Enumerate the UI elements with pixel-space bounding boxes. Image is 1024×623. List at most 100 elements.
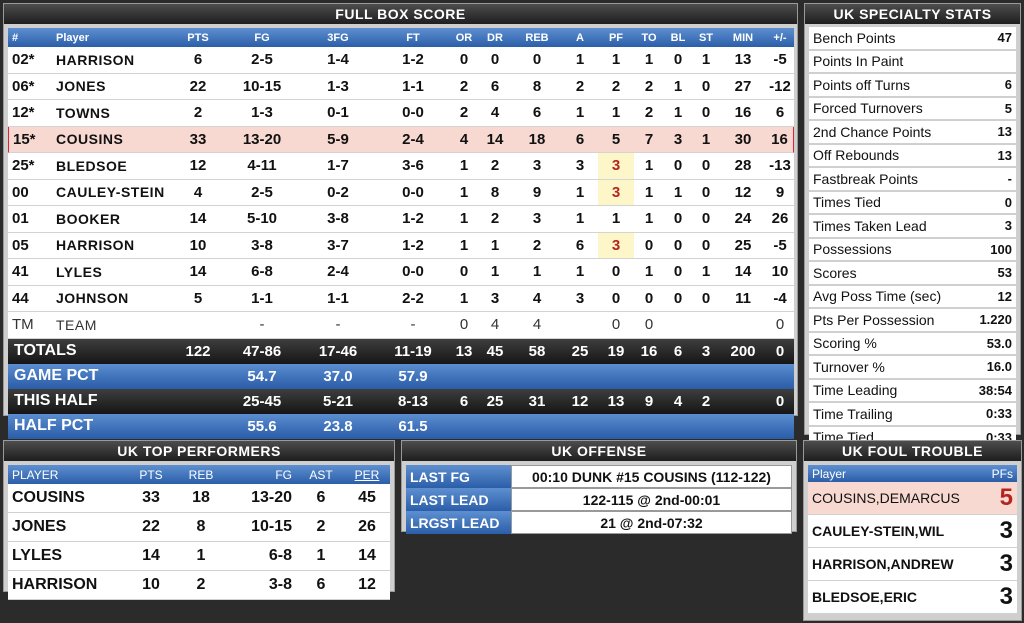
specialty-label: Times Taken Lead	[813, 217, 927, 234]
player-stat: 2	[562, 73, 598, 100]
specialty-label: Points In Paint	[813, 53, 904, 70]
player-stat: 24	[720, 206, 766, 233]
player-stat: 3	[478, 285, 512, 312]
foul-trouble-table: Player PFs COUSINS,DEMARCUS 5 CAULEY-STEIN…	[808, 465, 1017, 614]
player-stat: 0	[450, 259, 478, 286]
specialty-value: 5	[1004, 100, 1012, 116]
player-stat: -	[224, 312, 300, 339]
box-score-title: FULL BOX SCORE	[4, 4, 797, 24]
offense-value: 00:10 DUNK #15 COUSINS (112-122)	[511, 465, 792, 488]
player-stat: 4	[512, 285, 562, 312]
specialty-stats-list: Bench Points 47 Points In Paint Points off …	[805, 24, 1020, 449]
player-stat: 6-8	[224, 259, 300, 286]
offense-row: LAST LEAD 122-115 @ 2nd-00:01	[406, 488, 792, 511]
player-stat: 2	[450, 100, 478, 127]
specialty-row: Scores 53	[809, 262, 1016, 285]
player-stat: 0	[692, 206, 720, 233]
performer-stat: 10-15	[226, 513, 298, 542]
half-pct-row: HALF PCT 55.6 23.8 61.5	[8, 413, 794, 439]
offense-key: LAST FG	[406, 465, 511, 488]
player-row: 00 CAULEY-STEIN 4 2-5 0-2 0-0 1 8 9 1 3 1 1 0 12 9	[8, 179, 794, 206]
totals-row: TOTALS 122 47-86 17-46 11-19 13 45 58 25…	[8, 338, 794, 364]
player-row: 01 BOOKER 14 5-10 3-8 1-2 1 2 3 1 1 1 0 0 24 26	[8, 206, 794, 233]
performer-row: HARRISON 10 2 3-8 6 12	[8, 571, 390, 600]
player-stat: 6	[562, 232, 598, 259]
player-stat: 1-2	[376, 47, 450, 74]
player-stat: 5	[598, 126, 634, 153]
player-stat: 4-11	[224, 153, 300, 180]
this-half-value: 9	[634, 388, 664, 414]
specialty-row: 2nd Chance Points 13	[809, 121, 1016, 144]
col-header: +/-	[766, 28, 794, 47]
offense-value: 122-115 @ 2nd-00:01	[511, 488, 792, 511]
player-stat: 0	[692, 179, 720, 206]
performer-stat: 12	[344, 571, 390, 600]
player-stat: 18	[512, 126, 562, 153]
specialty-stats-panel: UK SPECIALTY STATS Bench Points 47 Points …	[804, 3, 1021, 449]
player-number: 15*	[8, 126, 44, 153]
player-name: COUSINS	[44, 126, 172, 153]
totals-value: 122	[172, 338, 224, 364]
player-stat: 22	[172, 73, 224, 100]
col-header: 3FG	[300, 28, 376, 47]
game-pct-label: GAME PCT	[8, 363, 172, 389]
col-header: A	[562, 28, 598, 47]
player-name: TEAM	[44, 312, 172, 339]
player-row: 06* JONES 22 10-15 1-3 1-1 2 6 8 2 2 2 1 0 27 -12	[8, 73, 794, 100]
player-stat: 12	[720, 179, 766, 206]
specialty-row: Turnover % 16.0	[809, 356, 1016, 379]
specialty-row: Pts Per Possession 1.220	[809, 309, 1016, 332]
player-stat: 1	[634, 153, 664, 180]
player-name: JOHNSON	[44, 285, 172, 312]
player-stat: 2-4	[376, 126, 450, 153]
performer-stat: 22	[126, 513, 176, 542]
specialty-row: Off Rebounds 13	[809, 144, 1016, 167]
totals-value: 200	[720, 338, 766, 364]
specialty-row: Time Leading 38:54	[809, 379, 1016, 402]
player-stat: 1	[562, 47, 598, 74]
performer-stat: 1	[176, 542, 226, 571]
player-number: 25*	[8, 153, 44, 180]
totals-value: 47-86	[224, 338, 300, 364]
foul-trouble-header-row: Player PFs	[808, 465, 1017, 482]
this-half-value: 13	[598, 388, 634, 414]
player-stat	[172, 312, 224, 339]
player-stat	[562, 312, 598, 339]
player-stat: 7	[634, 126, 664, 153]
foul-count: 3	[983, 548, 1017, 581]
player-number: 05	[8, 232, 44, 259]
player-number: 06*	[8, 73, 44, 100]
offense-row: LRGST LEAD 21 @ 2nd-07:32	[406, 511, 792, 534]
col-header: PF	[598, 28, 634, 47]
specialty-value: 47	[997, 30, 1012, 46]
this-half-value: 12	[562, 388, 598, 414]
player-number: 01	[8, 206, 44, 233]
specialty-row: Possessions 100	[809, 238, 1016, 261]
performer-stat: 14	[344, 542, 390, 571]
totals-value: 3	[692, 338, 720, 364]
performer-stat: 8	[176, 513, 226, 542]
col-header: REB	[512, 28, 562, 47]
performer-stat: 6-8	[226, 542, 298, 571]
player-stat: 0	[692, 285, 720, 312]
player-stat: 4	[478, 100, 512, 127]
player-stat: 0	[664, 206, 692, 233]
player-stat: 1	[450, 285, 478, 312]
this-half-value: 25-45	[224, 388, 300, 414]
specialty-row: Times Tied 0	[809, 191, 1016, 214]
totals-value: 11-19	[376, 338, 450, 364]
col-header: ST	[692, 28, 720, 47]
col-header[interactable]: PER	[344, 465, 390, 484]
top-performers-panel: UK TOP PERFORMERS PLAYER PTS REB FG AST …	[3, 440, 395, 600]
foul-row: CAULEY-STEIN,WIL 3	[808, 515, 1017, 548]
this-half-value: 25	[478, 388, 512, 414]
player-stat: 0	[634, 285, 664, 312]
offense-key: LAST LEAD	[406, 488, 511, 511]
this-half-value: 6	[450, 388, 478, 414]
player-stat: 33	[172, 126, 224, 153]
player-stat: 27	[720, 73, 766, 100]
offense-panel: UK OFFENSE LAST FG 00:10 DUNK #15 COUSIN…	[401, 440, 797, 534]
player-stat: 8	[478, 179, 512, 206]
player-stat: 1	[562, 206, 598, 233]
col-header: PLAYER	[8, 465, 126, 484]
